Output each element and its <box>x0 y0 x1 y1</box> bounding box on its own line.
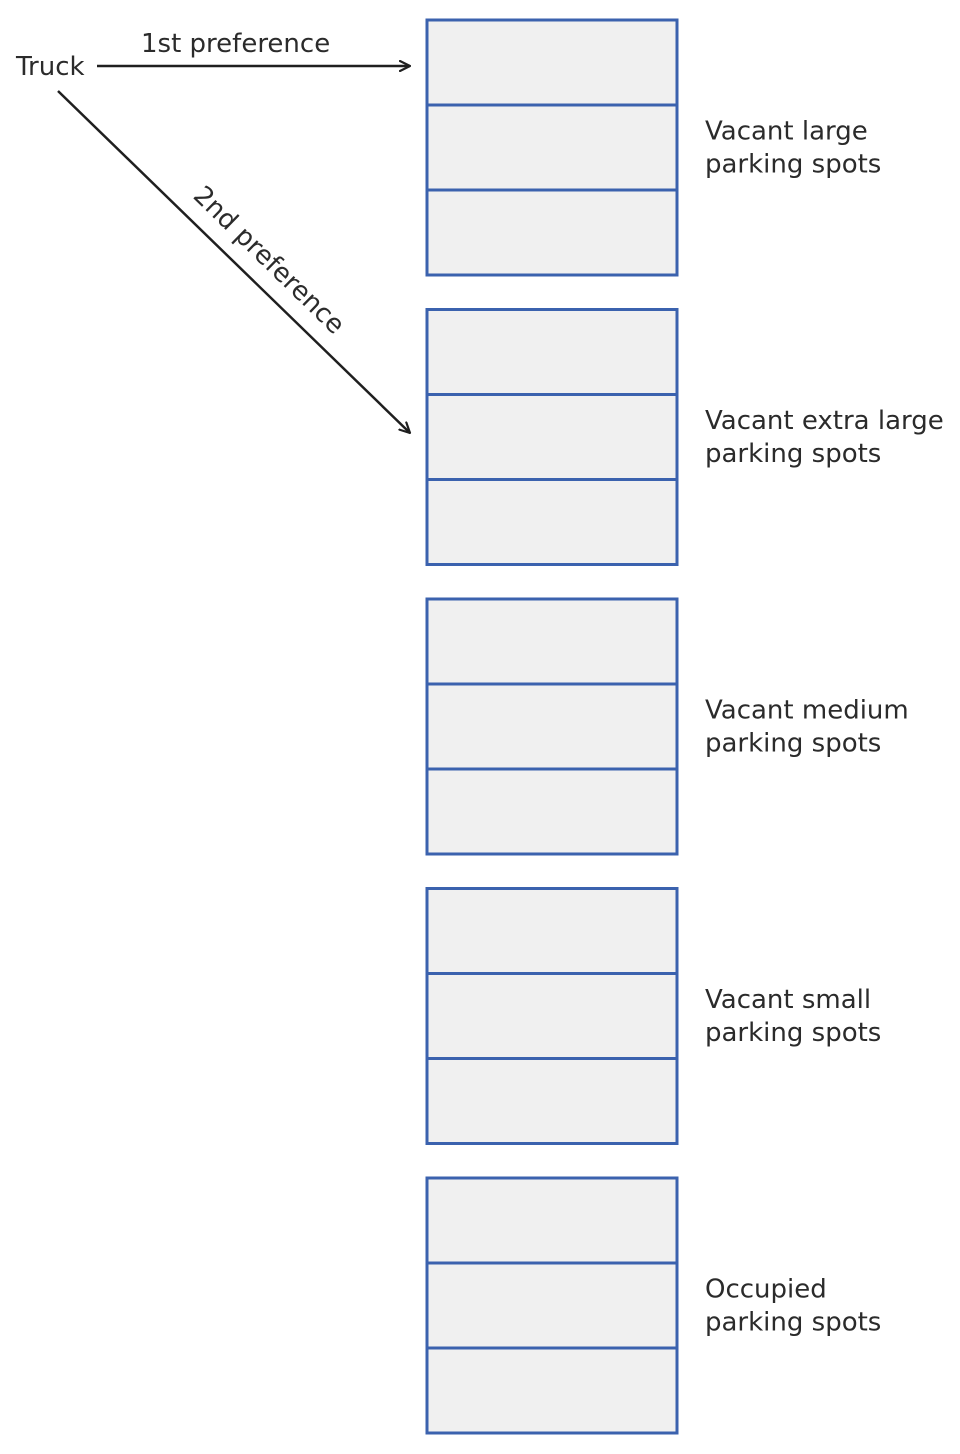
parking-spot <box>425 1346 679 1435</box>
parking-spot <box>425 887 679 975</box>
truck-label: Truck <box>15 52 85 82</box>
parking-spot <box>425 972 679 1060</box>
parking-spot <box>425 478 679 566</box>
group-label-line1: Occupied <box>705 1275 827 1305</box>
parking-spot <box>425 103 679 192</box>
group-label-line2: parking spots <box>705 729 881 759</box>
second-preference-arrow <box>57 90 410 433</box>
group-label-line1: Vacant small <box>705 985 871 1015</box>
parking-spot <box>425 1057 679 1145</box>
parking-spot <box>425 597 679 686</box>
parking-spot <box>425 682 679 771</box>
parking-spot <box>425 767 679 856</box>
group-label-line2: parking spots <box>705 1018 881 1048</box>
group-label-line1: Vacant medium <box>705 696 909 726</box>
group-label-line2: parking spots <box>705 1308 881 1338</box>
parking-spot <box>425 393 679 481</box>
parking-spot <box>425 1261 679 1350</box>
first-preference-label: 1st preference <box>141 29 330 59</box>
parking-spot <box>425 18 679 107</box>
group-label-line2: parking spots <box>705 439 881 469</box>
second-preference-label: 2nd preference <box>187 181 350 341</box>
group-label-line1: Vacant large <box>705 117 868 147</box>
parking-spot <box>425 308 679 396</box>
parking-spot <box>425 188 679 277</box>
group-label-line2: parking spots <box>705 150 881 180</box>
group-label-line1: Vacant extra large <box>705 406 944 436</box>
parking-spot <box>425 1176 679 1265</box>
